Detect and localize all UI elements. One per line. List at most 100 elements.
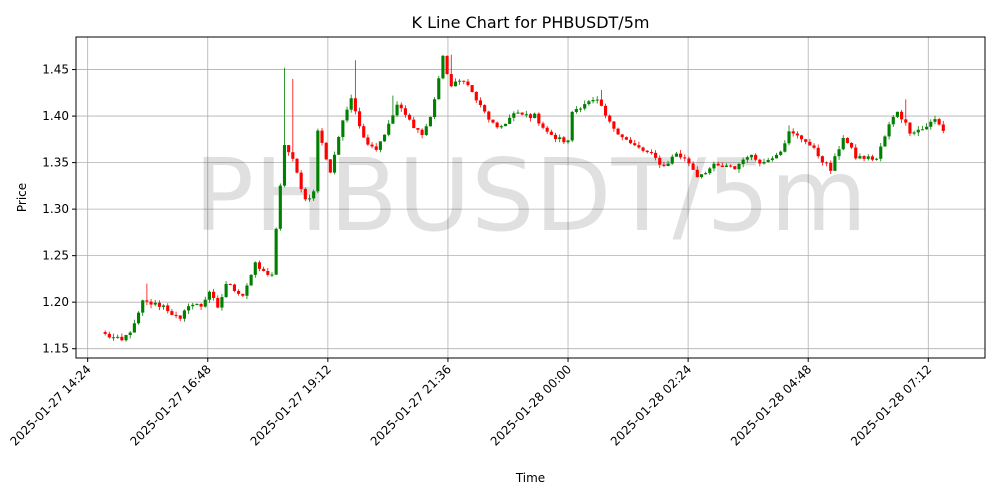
candle-up [395, 104, 399, 116]
chart-title: K Line Chart for PHBUSDT/5m [412, 13, 650, 32]
y-tick-label: 1.35 [42, 156, 69, 170]
candle-down [850, 142, 854, 148]
candle-up [858, 156, 862, 159]
candle-down [545, 127, 549, 132]
candle-down [324, 142, 328, 160]
candle-up [349, 98, 353, 110]
candle-up [203, 299, 207, 307]
candle-up [441, 55, 445, 79]
candle-up [774, 154, 779, 159]
candle-up [704, 173, 708, 175]
y-tick-label: 1.40 [42, 109, 69, 123]
candle-down [237, 290, 241, 294]
candle-up [779, 151, 783, 155]
candle-up [128, 332, 132, 336]
candle-down [799, 135, 804, 140]
candle-up [591, 99, 595, 102]
candle-down [562, 137, 566, 143]
candle-down [266, 270, 270, 275]
candle-up [195, 303, 199, 305]
candle-up [925, 126, 929, 130]
candle-down [816, 147, 820, 157]
candle-up [891, 116, 895, 125]
candle-down [216, 297, 220, 308]
candle-down [262, 268, 266, 271]
candle-up [187, 306, 191, 311]
candle-up [453, 81, 458, 87]
candle-down [403, 108, 407, 115]
candle-down [353, 98, 357, 112]
candles [103, 54, 945, 342]
candle-up [524, 114, 528, 116]
candle-down [528, 114, 533, 119]
candle-down [808, 141, 812, 146]
candle-up [583, 104, 587, 109]
candle-up [433, 99, 437, 118]
candle-down [483, 105, 487, 112]
candle-down [754, 154, 758, 160]
candle-up [191, 304, 195, 307]
candle-up [378, 141, 382, 150]
candle-up [278, 185, 282, 229]
candle-up [674, 153, 679, 157]
candle-down [399, 104, 403, 109]
candle-up [337, 137, 341, 155]
candle-up [503, 123, 508, 127]
candle-down [107, 333, 111, 338]
candle-down [537, 113, 541, 124]
candle-up [387, 123, 391, 135]
candle-up [245, 285, 249, 296]
candle-up [307, 198, 312, 200]
candle-down [416, 128, 420, 130]
candle-down [232, 284, 237, 291]
candle-up [437, 78, 441, 100]
candle-down [733, 166, 737, 170]
candle-up [875, 158, 879, 160]
candle-down [466, 81, 470, 86]
candle-up [866, 156, 870, 159]
candle-down [624, 137, 628, 140]
candle-down [795, 133, 799, 136]
candle-down [629, 139, 633, 144]
y-tick-label: 1.30 [42, 202, 69, 216]
candle-up [153, 302, 157, 305]
candle-down [829, 162, 833, 171]
candle-up [136, 312, 141, 324]
candle-up [766, 159, 770, 163]
candle-up [837, 149, 841, 157]
candle-up [345, 109, 349, 121]
candle-up [270, 274, 274, 276]
candle-down [295, 158, 299, 173]
candle-up [929, 121, 933, 127]
candle-down [449, 74, 453, 87]
candle-up [724, 165, 729, 167]
candle-down [462, 80, 466, 82]
candle-up [141, 300, 145, 313]
candle-up [833, 156, 837, 171]
candle-down [374, 146, 378, 150]
candle-up [316, 130, 320, 192]
candle-down [608, 115, 612, 122]
candle-down [445, 55, 449, 75]
candle-down [612, 121, 616, 129]
candle-down [366, 137, 370, 145]
candle-up [533, 113, 537, 119]
candle-up [666, 163, 670, 166]
candle-up [916, 129, 920, 133]
x-axis-label: Time [515, 471, 545, 485]
y-tick-label: 1.25 [42, 249, 69, 263]
candle-down [541, 123, 545, 128]
candle-up [253, 262, 257, 275]
candle-up [787, 131, 791, 144]
candle-down [804, 139, 808, 142]
watermark-text: PHBUSDT/5m [194, 137, 868, 254]
candle-down [370, 144, 374, 147]
candle-down [157, 302, 161, 307]
candle-down [149, 301, 153, 305]
candle-up [182, 310, 186, 319]
candle-down [679, 153, 683, 158]
candle-down [478, 100, 483, 106]
candle-down [103, 332, 107, 334]
candle-up [424, 126, 428, 135]
